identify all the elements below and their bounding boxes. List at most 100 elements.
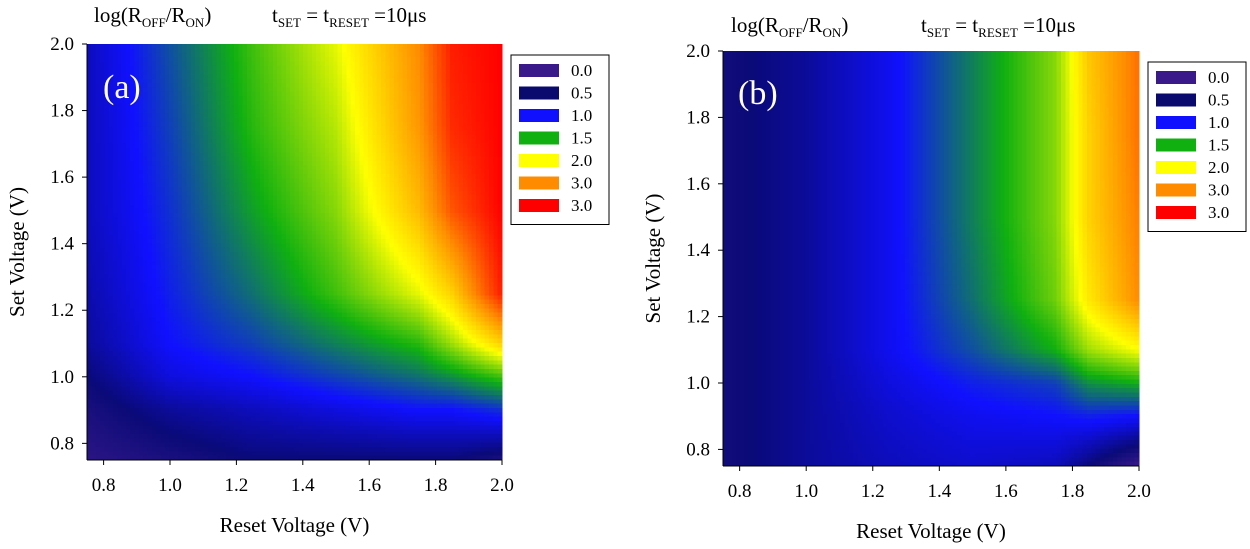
heatmap-cell <box>221 96 226 101</box>
heatmap-cell <box>493 195 499 201</box>
heatmap-cell <box>298 91 304 97</box>
heatmap-cell <box>329 83 334 88</box>
heatmap-cell <box>285 156 291 162</box>
heatmap-cell <box>130 213 136 218</box>
heatmap-cell <box>337 247 343 253</box>
heatmap-cell <box>117 165 123 171</box>
heatmap-cell <box>225 247 231 253</box>
heatmap-cell <box>238 87 244 93</box>
heatmap-cell <box>406 165 412 171</box>
heatmap-cell <box>380 109 386 114</box>
heatmap-cell <box>355 256 360 262</box>
heatmap-cell <box>471 139 477 145</box>
heatmap-cell <box>225 61 231 67</box>
heatmap-cell <box>225 57 231 62</box>
heatmap-cell <box>238 96 244 101</box>
heatmap-cell <box>450 57 456 62</box>
heatmap-cell <box>329 152 334 158</box>
heatmap-cell <box>138 74 144 80</box>
heatmap-cell <box>355 65 360 71</box>
heatmap-cell <box>437 117 443 123</box>
heatmap-cell <box>441 252 447 257</box>
heatmap-cell <box>285 130 291 136</box>
heatmap-cell <box>259 152 265 158</box>
heatmap-cell <box>225 260 231 266</box>
heatmap-cell <box>143 83 149 88</box>
heatmap-cell <box>272 195 278 201</box>
heatmap-cell <box>497 113 503 119</box>
heatmap-cell <box>121 174 127 179</box>
heatmap-cell <box>229 191 235 197</box>
heatmap-cell <box>160 191 166 197</box>
heatmap-cell <box>285 234 291 240</box>
heatmap-cell <box>225 117 231 123</box>
heatmap-cell <box>307 191 313 197</box>
heatmap-cell <box>406 217 412 223</box>
heatmap-cell <box>350 104 356 110</box>
heatmap-cell <box>372 191 378 197</box>
heatmap-cell <box>350 165 356 171</box>
heatmap-cell <box>320 152 326 158</box>
heatmap-cell <box>95 161 101 166</box>
heatmap-cell <box>104 130 110 136</box>
heatmap-cell <box>182 169 188 175</box>
heatmap-cell <box>376 217 382 223</box>
heatmap-cell <box>277 169 283 175</box>
heatmap-cell <box>160 256 166 262</box>
heatmap-cell <box>476 161 481 166</box>
heatmap-cell <box>450 100 456 106</box>
heatmap-cell <box>372 143 378 149</box>
heatmap-cell <box>415 96 421 101</box>
heatmap-cell <box>324 252 330 257</box>
heatmap-cell <box>112 230 118 236</box>
heatmap-cell <box>208 260 213 266</box>
heatmap-cell <box>324 70 330 75</box>
heatmap-cell <box>212 234 218 240</box>
heatmap-cell <box>346 239 352 244</box>
heatmap-cell <box>385 139 391 145</box>
heatmap-cell <box>346 204 352 210</box>
heatmap-cell <box>489 191 494 197</box>
heatmap-cell <box>164 243 170 249</box>
heatmap-cell <box>398 52 404 58</box>
heatmap-cell <box>437 104 443 110</box>
heatmap-cell <box>246 161 252 166</box>
heatmap-cell <box>143 156 149 162</box>
heatmap-cell <box>363 148 369 153</box>
heatmap-cell <box>212 208 218 214</box>
heatmap-cell <box>303 122 309 127</box>
heatmap-cell <box>476 204 481 210</box>
heatmap-cell <box>212 74 218 80</box>
heatmap-cell <box>268 148 274 153</box>
heatmap-cell <box>294 252 300 257</box>
heatmap-cell <box>108 165 114 171</box>
heatmap-cell <box>255 48 261 54</box>
heatmap-cell <box>294 191 300 197</box>
heatmap-cell <box>298 239 304 244</box>
heatmap-cell <box>432 252 438 257</box>
heatmap-cell <box>272 44 278 49</box>
heatmap-cell <box>484 91 490 97</box>
heatmap-cell <box>294 200 300 205</box>
heatmap-cell <box>428 135 434 140</box>
heatmap-cell <box>87 65 92 71</box>
heatmap-cell <box>450 213 456 218</box>
heatmap-cell <box>385 91 391 97</box>
heatmap-cell <box>264 182 270 188</box>
heatmap-cell <box>484 247 490 253</box>
heatmap-cell <box>164 200 170 205</box>
heatmap-cell <box>398 113 404 119</box>
heatmap-cell <box>419 122 425 127</box>
heatmap-cell <box>229 91 235 97</box>
heatmap-cell <box>268 234 274 240</box>
heatmap-cell <box>186 200 192 205</box>
heatmap-cell <box>272 217 278 223</box>
heatmap-cell <box>238 130 244 136</box>
heatmap-cell <box>393 191 399 197</box>
heatmap-cell <box>342 213 347 218</box>
heatmap-cell <box>121 52 127 58</box>
heatmap-cell <box>246 260 252 266</box>
heatmap-cell <box>307 143 313 149</box>
heatmap-cell <box>268 178 274 184</box>
heatmap-cell <box>311 65 317 71</box>
